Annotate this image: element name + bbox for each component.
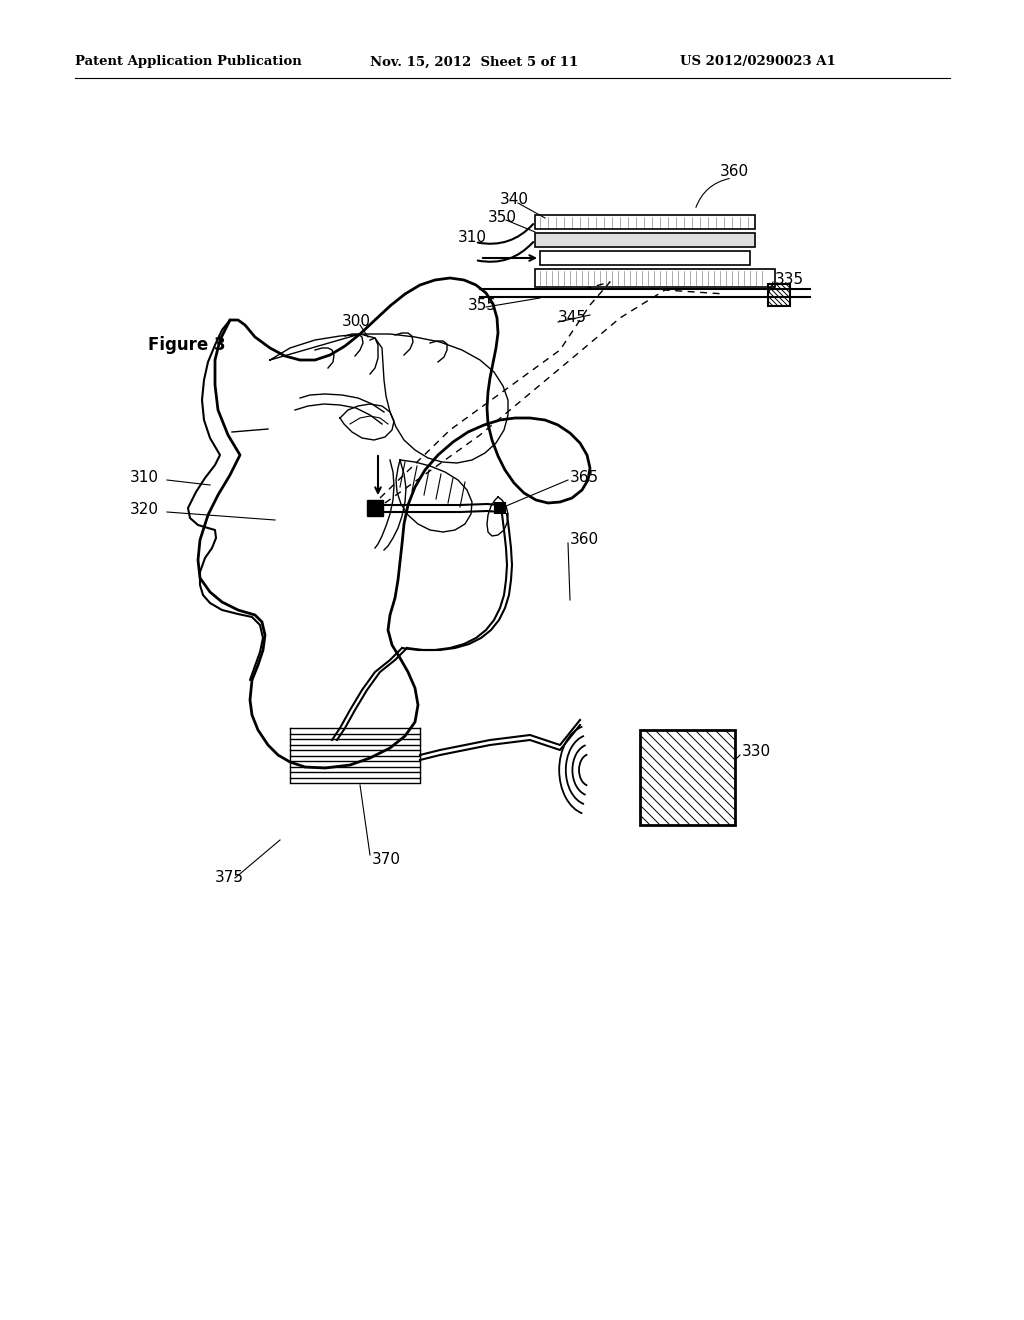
Text: 300: 300 <box>342 314 371 330</box>
Text: 375: 375 <box>215 870 244 886</box>
Bar <box>367 500 383 516</box>
Bar <box>495 503 505 513</box>
Text: 330: 330 <box>742 744 771 759</box>
Text: Nov. 15, 2012  Sheet 5 of 11: Nov. 15, 2012 Sheet 5 of 11 <box>370 55 579 69</box>
Bar <box>768 284 790 306</box>
Bar <box>535 269 775 286</box>
Text: 345: 345 <box>558 310 587 326</box>
Text: 365: 365 <box>570 470 599 486</box>
Bar <box>640 730 735 825</box>
Text: US 2012/0290023 A1: US 2012/0290023 A1 <box>680 55 836 69</box>
Bar <box>535 215 755 228</box>
Text: 355: 355 <box>468 297 497 313</box>
Text: 350: 350 <box>488 210 517 226</box>
Text: 360: 360 <box>570 532 599 548</box>
Text: 340: 340 <box>500 193 529 207</box>
Text: 335: 335 <box>775 272 804 288</box>
Text: 320: 320 <box>130 503 159 517</box>
Bar <box>540 251 750 265</box>
Text: Patent Application Publication: Patent Application Publication <box>75 55 302 69</box>
Text: Figure 3: Figure 3 <box>148 337 225 354</box>
Text: 360: 360 <box>720 165 750 180</box>
Text: 370: 370 <box>372 853 401 867</box>
Bar <box>535 234 755 247</box>
Text: 310: 310 <box>458 231 487 246</box>
Text: 310: 310 <box>130 470 159 486</box>
